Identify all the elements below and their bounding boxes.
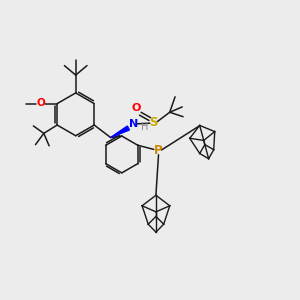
Text: H: H [141, 122, 148, 132]
Text: P: P [154, 144, 162, 157]
Text: O: O [131, 103, 141, 113]
Text: O: O [36, 98, 45, 108]
Text: S: S [149, 116, 158, 129]
Polygon shape [111, 126, 130, 137]
Text: N: N [129, 119, 138, 129]
